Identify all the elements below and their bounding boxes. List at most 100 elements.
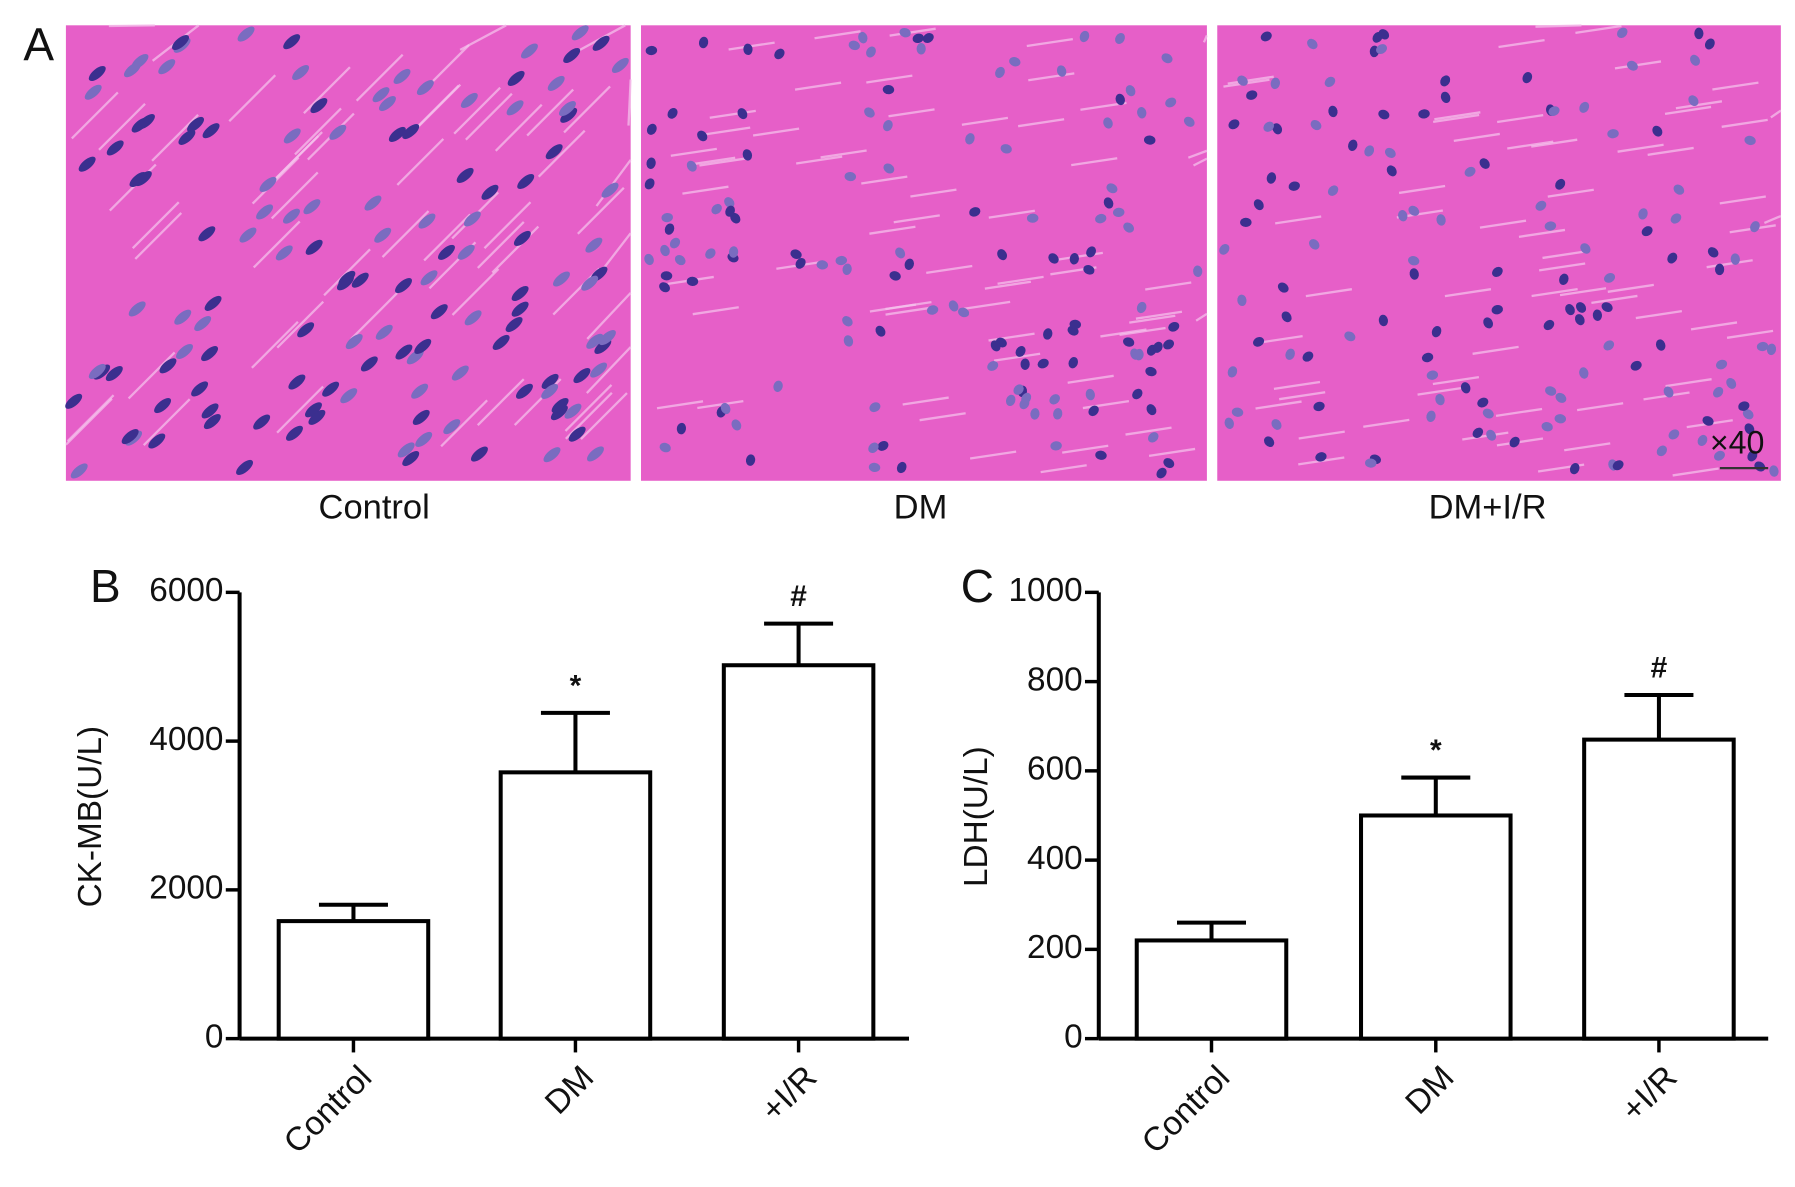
fiber-streak <box>1026 37 1073 48</box>
nucleus <box>1742 409 1754 420</box>
nucleus <box>571 25 589 41</box>
nucleus <box>1483 317 1494 329</box>
nucleus <box>1548 106 1560 116</box>
nucleus <box>345 334 363 350</box>
x-tick-label: +I/R <box>754 1059 824 1129</box>
y-tick-label: 800 <box>1027 661 1083 698</box>
nucleus <box>1604 273 1616 283</box>
nucleus <box>443 419 461 435</box>
nucleus <box>551 397 569 414</box>
panel-label: C <box>961 560 994 612</box>
nucleus <box>1663 386 1674 398</box>
nucleus <box>178 129 196 145</box>
nucleus <box>203 414 221 430</box>
y-tick-label: 0 <box>1064 1018 1083 1055</box>
fiber-streak <box>1227 75 1274 85</box>
bar <box>276 919 431 1041</box>
nucleus <box>1482 408 1494 419</box>
nucleus <box>198 226 216 242</box>
fiber-streak <box>1062 444 1109 454</box>
nucleus <box>1013 384 1024 395</box>
nucleus <box>1309 239 1320 250</box>
fiber-streak <box>1434 111 1481 121</box>
y-tick-label: 400 <box>1027 840 1083 877</box>
nucleus <box>1612 460 1624 471</box>
nucleus <box>336 275 354 291</box>
nucleus <box>1115 33 1125 44</box>
fiber-streak <box>869 303 917 313</box>
fiber-streak <box>1770 109 1782 119</box>
nucleus <box>460 92 478 109</box>
fiber-streak <box>350 292 398 340</box>
fiber-streak <box>1614 60 1662 70</box>
fiber-streak <box>564 384 613 432</box>
nucleus <box>1697 434 1708 446</box>
nucleus <box>1115 93 1125 106</box>
nucleus <box>742 149 753 161</box>
nucleus <box>416 80 434 96</box>
nucleus <box>868 462 881 473</box>
nucleus <box>843 335 854 347</box>
nucleus <box>1056 65 1067 77</box>
nucleus <box>875 325 886 337</box>
fiber-streak <box>1706 259 1753 269</box>
nucleus <box>1690 54 1700 66</box>
fiber-streak <box>988 332 1035 342</box>
nucleus <box>711 203 722 215</box>
nucleus <box>402 450 420 467</box>
nucleus <box>1673 184 1685 195</box>
nucleus <box>1085 388 1095 401</box>
fiber-streak <box>1712 81 1759 91</box>
nucleus <box>1145 366 1157 377</box>
nucleus <box>253 414 271 430</box>
nucleus <box>543 447 561 463</box>
nucleus <box>1123 222 1134 233</box>
nucleus <box>121 429 139 445</box>
nucleus <box>402 124 420 140</box>
nucleus <box>191 381 209 397</box>
nucleus <box>541 383 559 400</box>
nucleus <box>698 36 709 49</box>
nucleus <box>492 334 510 351</box>
fiber-streak <box>1279 391 1326 401</box>
nucleus <box>520 43 538 59</box>
nucleus <box>292 65 310 81</box>
nucleus <box>922 33 934 43</box>
nucleus <box>563 47 581 64</box>
nucleus <box>1000 144 1012 154</box>
nucleus <box>644 178 655 190</box>
nucleus <box>1277 282 1289 293</box>
fiber-streak <box>526 88 574 137</box>
nucleus <box>351 272 369 288</box>
nucleus <box>506 100 524 116</box>
nucleus <box>1095 450 1107 460</box>
nucleus <box>969 207 981 217</box>
nucleus <box>1667 252 1678 264</box>
nucleus <box>957 307 970 318</box>
nucleus <box>154 398 172 414</box>
nucleus <box>305 402 322 418</box>
nucleus <box>904 258 914 270</box>
nucleus <box>1652 125 1663 137</box>
nucleus <box>1272 123 1283 135</box>
nucleus <box>1068 357 1079 369</box>
nucleus <box>1766 343 1777 356</box>
image-caption: DM+I/R <box>1429 489 1547 527</box>
fiber-streak <box>1453 132 1500 142</box>
nucleus <box>360 356 378 372</box>
nucleus <box>415 431 433 448</box>
nucleus <box>1302 351 1314 362</box>
nucleus <box>899 27 911 38</box>
nucleus <box>1021 392 1032 404</box>
nucleus <box>1086 246 1096 258</box>
nucleus <box>1270 77 1280 90</box>
nucleus <box>1365 458 1377 468</box>
nucleus <box>1183 116 1195 127</box>
nucleus <box>1106 183 1118 194</box>
fiber-streak <box>585 346 632 394</box>
fiber-streak <box>65 397 113 446</box>
image-caption: DM <box>894 489 948 527</box>
nucleus <box>1378 29 1390 40</box>
fiber-streak <box>1531 138 1578 148</box>
nucleus <box>1541 422 1553 432</box>
